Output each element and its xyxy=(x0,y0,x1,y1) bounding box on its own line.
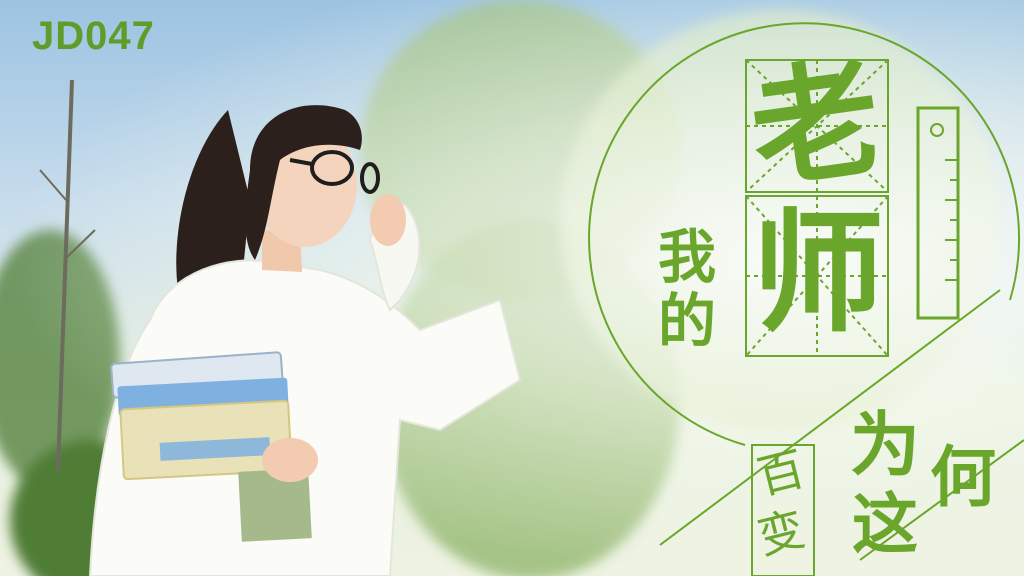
title-char-wei: 为 xyxy=(850,404,920,486)
title-char-he: 何 xyxy=(930,439,996,516)
title-char-de: 的 xyxy=(658,287,717,355)
title-char-shi: 师 xyxy=(752,197,884,351)
title-char-wo: 我 xyxy=(658,223,717,291)
poster-code: JD047 xyxy=(32,14,155,58)
title-char-zhe: 这 xyxy=(852,486,918,563)
title-char-lao: 老 xyxy=(742,42,890,209)
